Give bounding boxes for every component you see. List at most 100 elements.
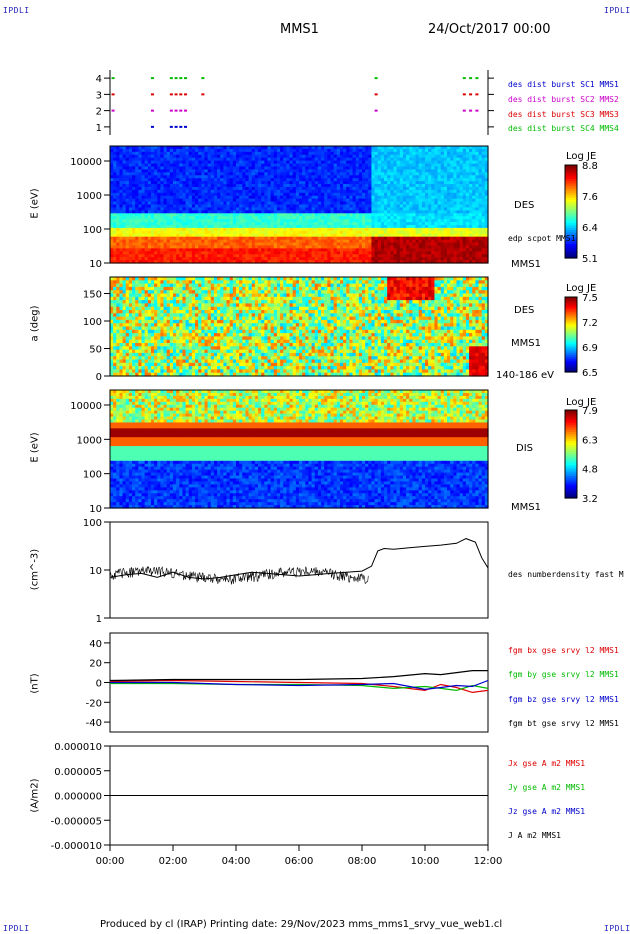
des-energy-cell [113,216,117,220]
des-energy-cell [185,239,190,244]
des-energy-cell [223,260,228,264]
des-energy-cell [302,201,306,206]
des-energy-cell [251,189,256,194]
des-energy-cell [223,236,228,241]
des-energy-cell [308,198,313,203]
des-energy-cell [188,207,193,211]
des-energy-cell [128,227,133,232]
des-energy-cell [116,157,121,162]
des-energy-cell [251,201,256,206]
des-energy-cell [210,178,215,182]
des-energy-cell [254,245,259,249]
des-energy-cell [302,248,306,252]
des-energy-cell [261,213,265,217]
des-energy-cell [292,239,297,244]
des-energy-cell [258,146,262,150]
des-energy-cell [213,192,218,197]
des-energy-cell [248,227,253,232]
des-energy-cell [188,198,193,203]
des-energy-cell [239,216,243,220]
des-energy-cell [242,230,247,235]
des-energy-cell [166,157,171,162]
des-energy-cell [195,224,199,229]
des-energy-cell [280,163,284,168]
des-energy-cell [276,157,281,162]
des-energy-cell [138,195,143,200]
des-energy-cell [299,230,303,235]
des-energy-cell [198,192,202,197]
des-energy-cell [236,169,240,173]
des-energy-cell [223,166,228,170]
des-energy-cell [204,178,209,182]
des-energy-cell [210,195,215,200]
des-energy-cell [305,146,310,150]
des-energy-cell [113,248,117,252]
des-energy-cell [276,178,281,182]
des-energy-cell [110,186,114,191]
des-energy-cell [141,219,146,223]
des-energy-cell [245,148,250,153]
des-energy-cell [122,254,127,258]
des-energy-cell [198,239,202,244]
des-energy-cell [302,157,306,162]
des-energy-cell [276,189,281,194]
des-energy-cell [295,148,300,153]
des-energy-cell [276,222,281,226]
des-energy-cell [141,169,146,173]
des-energy-cell [154,146,158,150]
des-energy-cell [223,204,228,209]
des-energy-cell [280,189,284,194]
des-energy-cell [141,245,146,249]
des-energy-cell [239,251,243,255]
des-energy-cell [236,178,240,182]
des-energy-cell [188,254,193,258]
des-energy-cell [169,227,174,232]
des-energy-cell [135,257,139,261]
des-energy-cell [242,172,247,176]
des-energy-cell [273,151,278,156]
des-energy-cell [242,169,247,173]
des-energy-cell [198,227,202,232]
des-energy-cell [132,248,136,252]
des-energy-cell [251,204,256,209]
des-energy-cell [308,230,313,235]
des-energy-cell [295,178,300,182]
des-energy-cell [198,210,202,214]
des-energy-cell [179,230,184,235]
des-energy-cell [264,245,269,249]
des-energy-cell [185,169,190,173]
des-energy-cell [276,236,281,241]
des-energy-cell [160,242,165,247]
des-energy-cell [128,204,133,209]
des-energy-cell [144,178,149,182]
des-energy-cell [166,186,171,191]
des-energy-cell [110,257,114,261]
des-energy-cell [267,160,272,165]
des-energy-cell [188,233,193,238]
des-energy-cell [188,163,193,168]
des-energy-cell [292,204,297,209]
des-energy-cell [125,163,130,168]
des-energy-cell [217,186,221,191]
des-energy-cell [191,192,196,197]
des-energy-cell [163,239,168,244]
des-energy-cell [138,189,143,194]
des-energy-cell [226,245,231,249]
des-energy-cell [110,245,114,249]
des-energy-cell [113,157,117,162]
des-energy-cell [176,213,180,217]
des-energy-cell [110,248,114,252]
des-energy-cell [270,195,275,200]
des-energy-cell [176,260,180,264]
des-energy-cell [188,166,193,170]
des-energy-cell [198,154,202,159]
des-energy-cell [223,184,228,188]
des-energy-cell [289,189,294,194]
des-energy-cell [132,154,136,159]
des-energy-cell [141,151,146,156]
des-energy-cell [223,257,228,261]
des-energy-cell [160,219,165,223]
des-energy-cell [173,169,177,173]
burst-mark-sc3 [169,93,173,96]
des-energy-cell [242,195,247,200]
